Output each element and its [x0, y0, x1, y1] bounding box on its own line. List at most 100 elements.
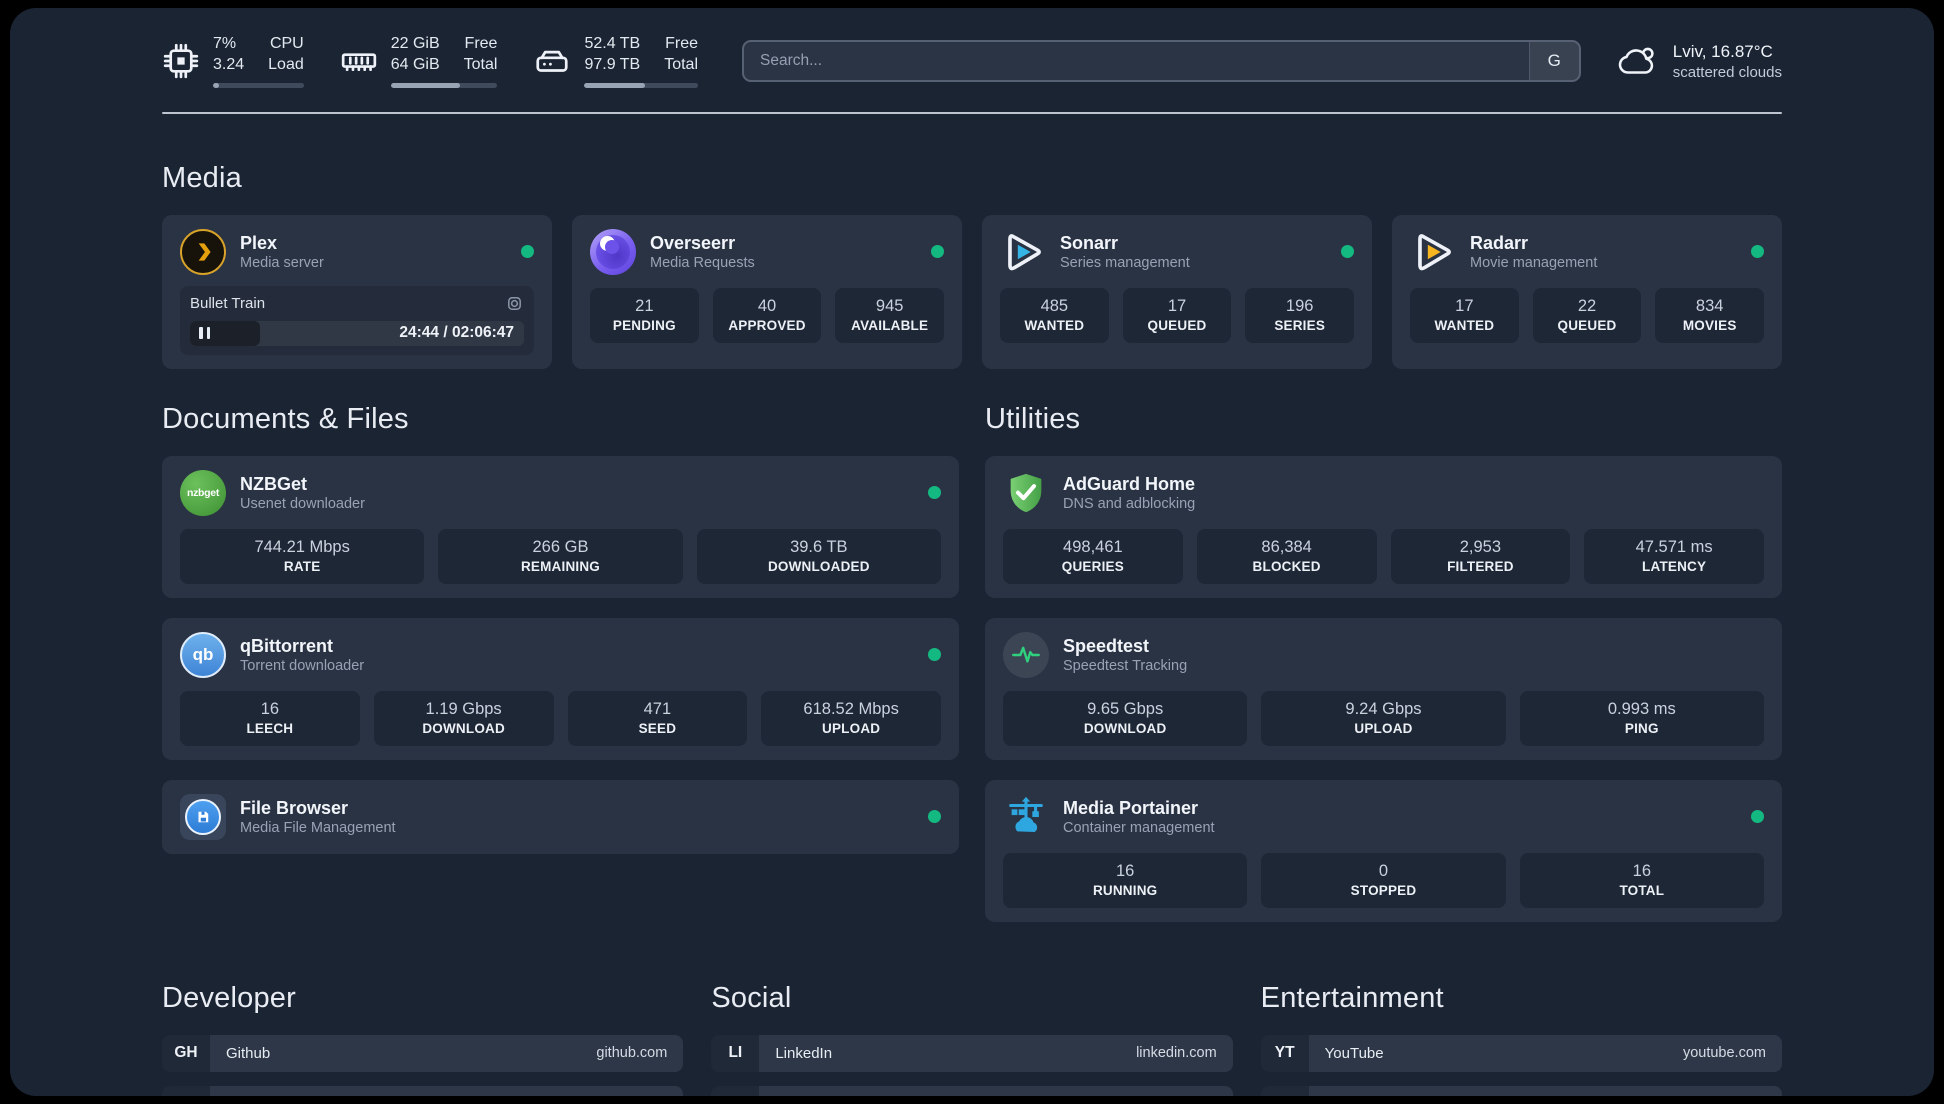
- section-media: Plex Media server Bullet Train 24:44 / 0…: [162, 214, 1782, 369]
- service-desc: Media File Management: [240, 819, 396, 836]
- cpu-load: 3.24: [213, 55, 245, 73]
- section-social: Social LI LinkedIn linkedin.com TW Twitte…: [711, 981, 1233, 1096]
- stat-box: 21 PENDING: [590, 287, 699, 343]
- stat-box: 834 MOVIES: [1655, 287, 1765, 343]
- sonarr-icon: [1000, 229, 1046, 275]
- status-dot: [928, 810, 941, 824]
- section-entertainment: Entertainment YT YouTube youtube.com NF N…: [1260, 981, 1782, 1096]
- service-name: File Browser: [240, 798, 349, 819]
- section-title-entertainment: Entertainment: [1260, 981, 1444, 1014]
- stat-box: 16 RUNNING: [1003, 852, 1248, 908]
- weather-condition: scattered clouds: [1672, 63, 1782, 81]
- service-desc: Media Requests: [650, 254, 755, 271]
- bookmark-url: github.com: [596, 1045, 668, 1062]
- service-card-speedtest[interactable]: Speedtest Speedtest Tracking 9.65 Gbps DO…: [985, 617, 1782, 760]
- service-desc: Usenet downloader: [240, 495, 365, 512]
- section-title-media: Media: [162, 161, 242, 194]
- bookmark-netflix[interactable]: NF Netflixnetflix.com: [1260, 1085, 1782, 1096]
- weather-location: Lviv, 16.87°C: [1672, 41, 1773, 61]
- bookmark-tag: YT: [1260, 1034, 1309, 1072]
- stat-box: 22 QUEUED: [1532, 287, 1642, 343]
- video-lens-icon: [508, 296, 521, 310]
- service-card-adguard[interactable]: AdGuard Home DNS and adblocking 498,461 Q…: [985, 455, 1782, 598]
- bookmark-linkedin[interactable]: LI LinkedIn linkedin.com: [711, 1034, 1233, 1072]
- system-metrics: 7% 3.24 CPU Load 22 GiB 64 GiB Free Total: [162, 34, 698, 88]
- cpu-icon: [163, 43, 199, 78]
- section-title-documents: Documents & Files: [162, 402, 409, 435]
- status-dot: [1751, 245, 1764, 259]
- stat-box: 485 WANTED: [1000, 287, 1109, 343]
- bookmark-stackoverflow[interactable]: SO StackOverflowstackoverflow.com: [162, 1085, 684, 1096]
- disk-metric: 52.4 TB 97.9 TB Free Total: [533, 34, 698, 88]
- pause-icon[interactable]: [199, 327, 210, 340]
- service-name: Sonarr: [1060, 233, 1119, 254]
- service-name: Radarr: [1470, 233, 1529, 254]
- service-card-nzbget[interactable]: nzbget NZBGet Usenet downloader 744.21 M…: [162, 455, 959, 598]
- filebrowser-icon: [180, 793, 226, 840]
- service-card-plex[interactable]: Plex Media server Bullet Train 24:44 / 0…: [162, 214, 552, 369]
- service-name: Media Portainer: [1063, 798, 1199, 819]
- stat-box: 17 QUEUED: [1122, 287, 1232, 343]
- bookmark-tag: NF: [1260, 1085, 1309, 1096]
- service-name: Speedtest: [1063, 636, 1150, 657]
- speedtest-icon: [1003, 631, 1049, 678]
- stat-box: 47.571 ms LATENCY: [1584, 528, 1764, 584]
- service-desc: Movie management: [1470, 254, 1598, 271]
- bookmark-url: youtube.com: [1682, 1045, 1766, 1062]
- disk-progress-bar: [584, 82, 698, 88]
- section-title-developer: Developer: [162, 981, 296, 1014]
- service-card-radarr[interactable]: Radarr Movie management 17 WANTED 22 QUEUE…: [1392, 214, 1782, 369]
- stat-box: 39.6 TB DOWNLOADED: [696, 528, 941, 584]
- stat-box: 0 STOPPED: [1261, 852, 1506, 908]
- stat-box: 16 LEECH: [180, 690, 360, 746]
- plex-now-playing: Bullet Train 24:44 / 02:06:47: [180, 285, 534, 355]
- bookmark-tag: GH: [162, 1034, 210, 1072]
- service-card-overseerr[interactable]: Overseerr Media Requests 21 PENDING 40 APP…: [572, 214, 962, 369]
- bookmark-url: linkedin.com: [1136, 1045, 1217, 1062]
- service-desc: DNS and adblocking: [1063, 495, 1196, 512]
- bookmark-tag: TW: [711, 1085, 760, 1096]
- cpu-progress-bar: [213, 82, 304, 88]
- status-dot: [1751, 810, 1764, 824]
- ram-metric: 22 GiB 64 GiB Free Total: [340, 34, 498, 88]
- bookmark-github[interactable]: GH Github github.com: [162, 1034, 684, 1072]
- search-bar: G: [742, 39, 1581, 82]
- bookmark-name: Github: [226, 1044, 271, 1062]
- adguard-icon: [1003, 470, 1049, 516]
- stat-box: 9.24 Gbps UPLOAD: [1261, 690, 1506, 746]
- search-provider-button[interactable]: G: [1528, 41, 1579, 80]
- bookmark-twitter[interactable]: TW Twittertwitter.com: [711, 1085, 1233, 1096]
- stat-box: 266 GB REMAINING: [438, 528, 683, 584]
- service-card-qbittorrent[interactable]: qb qBittorrent Torrent downloader 16 LEEC…: [162, 617, 959, 760]
- service-desc: Torrent downloader: [240, 657, 365, 674]
- stat-box: 16 TOTAL: [1519, 852, 1764, 908]
- section-title-utilities: Utilities: [985, 402, 1081, 435]
- radarr-icon: [1410, 229, 1456, 275]
- ram-free: 22 GiB: [390, 35, 440, 52]
- stat-box: 471 SEED: [567, 690, 748, 746]
- portainer-icon: [1003, 794, 1049, 840]
- status-dot: [928, 486, 941, 500]
- stat-box: 744.21 Mbps RATE: [180, 528, 425, 584]
- stat-box: 86,384 BLOCKED: [1196, 528, 1377, 584]
- service-card-filebrowser[interactable]: File Browser Media File Management: [162, 779, 959, 854]
- service-name: Plex: [240, 233, 278, 254]
- ram-progress-bar: [390, 82, 498, 88]
- service-card-portainer[interactable]: Media Portainer Container management 16 R…: [985, 779, 1782, 922]
- search-input[interactable]: [744, 41, 1529, 80]
- service-card-sonarr[interactable]: Sonarr Series management 485 WANTED 17 QUE…: [982, 214, 1372, 369]
- stat-box: 618.52 Mbps UPLOAD: [761, 690, 941, 746]
- bookmark-youtube[interactable]: YT YouTube youtube.com: [1260, 1034, 1782, 1072]
- bookmark-tag: LI: [711, 1034, 760, 1072]
- status-dot: [928, 648, 941, 662]
- stat-box: 40 APPROVED: [712, 287, 822, 343]
- ram-icon: [341, 53, 376, 71]
- service-name: AdGuard Home: [1063, 474, 1196, 495]
- section-title-social: Social: [711, 981, 792, 1014]
- disk-total: 97.9 TB: [584, 55, 641, 73]
- bookmark-name: YouTube: [1324, 1044, 1384, 1062]
- bookmark-tag: SO: [162, 1085, 210, 1096]
- bookmark-name: LinkedIn: [775, 1044, 833, 1062]
- stat-box: 17 WANTED: [1410, 287, 1519, 343]
- cloud-icon: [1618, 47, 1654, 74]
